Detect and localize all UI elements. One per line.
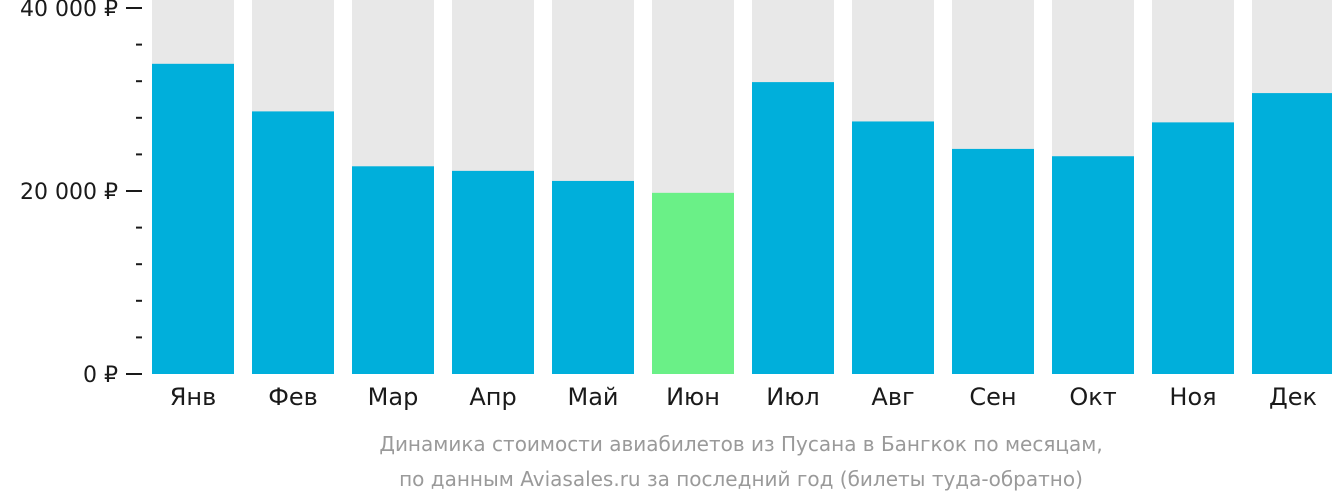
x-tick-label: Май <box>567 383 618 411</box>
x-tick-label: Июн <box>666 383 720 411</box>
x-tick-label: Ноя <box>1169 383 1216 411</box>
x-tick-label: Янв <box>170 383 217 411</box>
bar-2 <box>252 111 334 375</box>
x-tick-label: Апр <box>469 383 516 411</box>
bar-5 <box>552 180 634 374</box>
bar-8 <box>852 121 934 375</box>
y-tick-label: 40 000 ₽ <box>20 0 118 22</box>
bars <box>152 63 1332 375</box>
bar-1 <box>152 63 234 374</box>
y-tick-label: 20 000 ₽ <box>20 180 118 205</box>
x-tick-label: Мар <box>368 383 419 411</box>
x-tick-label: Окт <box>1069 383 1116 411</box>
x-tick-label: Июл <box>766 383 820 411</box>
bar-3 <box>352 166 434 374</box>
bar-chart: 0 ₽ 20 000 ₽ 40 000 ₽ Янв Фев Мар Апр Май Июн Ию… <box>20 0 1332 411</box>
bar-10 <box>1052 156 1134 374</box>
x-tick-label: Дек <box>1269 383 1317 411</box>
bar-4 <box>452 170 534 374</box>
bar-12 <box>1252 93 1332 374</box>
bar-11 <box>1152 122 1234 374</box>
y-axis: 0 ₽ 20 000 ₽ 40 000 ₽ <box>20 0 142 388</box>
x-tick-label: Фев <box>268 383 318 411</box>
chart-caption-line-1: Динамика стоимости авиабилетов из Пусана… <box>379 432 1103 456</box>
bar-7 <box>752 82 834 375</box>
x-tick-label: Авг <box>871 383 914 411</box>
x-axis-labels: Янв Фев Мар Апр Май Июн Июл Авг Сен Окт Ноя Дек <box>170 383 1317 411</box>
x-tick-label: Сен <box>969 383 1016 411</box>
y-tick-label: 0 ₽ <box>83 363 118 388</box>
bar-9 <box>952 148 1034 374</box>
chart-caption-line-2: по данным Aviasales.ru за последний год … <box>399 467 1083 491</box>
bar-6 <box>652 192 734 374</box>
